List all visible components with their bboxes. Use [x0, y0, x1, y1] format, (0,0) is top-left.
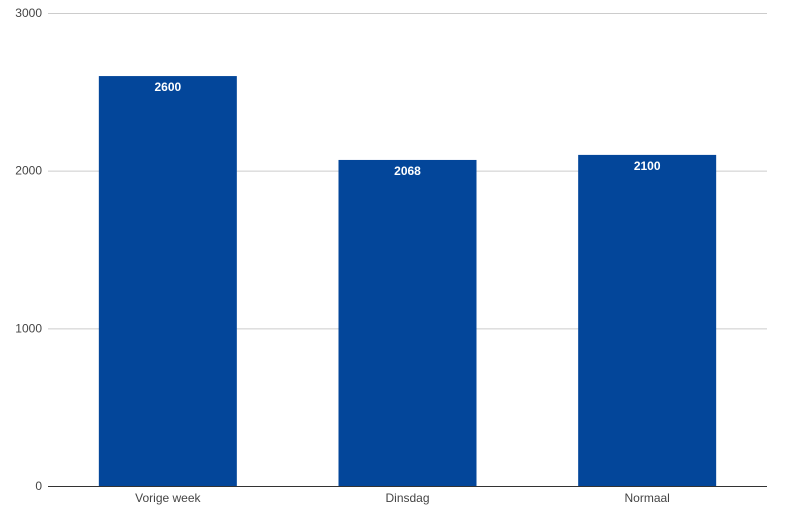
x-tick-label: Dinsdag: [385, 491, 429, 505]
y-tick-label: 0: [35, 479, 42, 493]
y-axis-ticks: 0 1000 2000 3000: [15, 6, 42, 493]
bars: [98, 76, 717, 487]
data-labels: 2600 2068 2100: [154, 80, 660, 178]
y-tick-label: 3000: [15, 6, 42, 20]
x-tick-label: Vorige week: [135, 491, 201, 505]
x-tick-label: Normaal: [624, 491, 669, 505]
bar: [338, 159, 477, 487]
bar: [578, 154, 717, 486]
bar: [98, 76, 237, 487]
data-label: 2068: [394, 164, 421, 178]
data-label: 2600: [154, 80, 181, 94]
y-tick-label: 1000: [15, 321, 42, 335]
y-tick-label: 2000: [15, 164, 42, 178]
data-label: 2100: [634, 159, 661, 173]
x-axis-ticks: Vorige week Dinsdag Normaal: [135, 491, 670, 505]
